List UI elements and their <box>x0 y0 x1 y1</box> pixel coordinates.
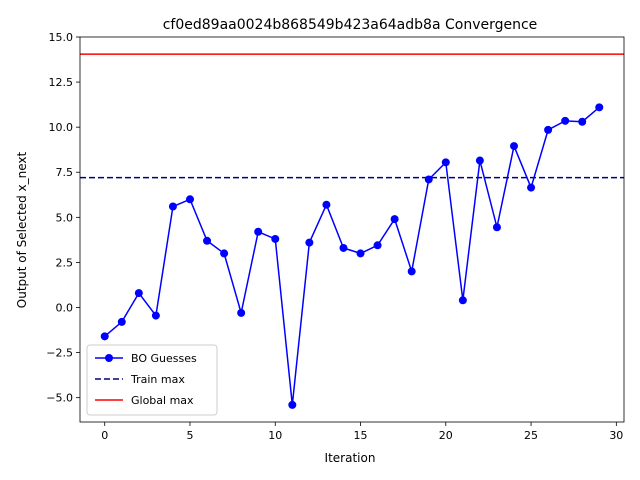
bo-guess-point <box>185 195 194 204</box>
bo-guess-point <box>322 200 331 209</box>
y-tick-label: −5.0 <box>46 392 73 405</box>
bo-guess-point <box>168 202 177 211</box>
y-tick-label: 10.0 <box>49 121 74 134</box>
bo-guess-point <box>271 234 280 243</box>
x-tick-label: 15 <box>354 429 368 442</box>
bo-guess-point <box>510 142 519 151</box>
x-tick-label: 5 <box>186 429 193 442</box>
axes-frame <box>79 36 625 423</box>
x-tick-label: 30 <box>609 429 623 442</box>
legend-box <box>86 344 218 416</box>
bo-guess-point <box>100 332 109 341</box>
bo-guess-point <box>544 125 553 134</box>
bo-guess-point <box>407 267 416 276</box>
chart-title: cf0ed89aa0024b868549b423a64adb8a Converg… <box>163 17 538 33</box>
bo-guess-point <box>220 249 229 258</box>
bo-guess-point <box>527 183 536 192</box>
legend-label: BO Guesses <box>131 352 197 365</box>
x-tick-label: 25 <box>524 429 538 442</box>
y-tick-label: 15.0 <box>49 31 74 44</box>
plot-area <box>79 36 625 423</box>
bo-guess-point <box>288 400 297 409</box>
y-tick-label: −2.5 <box>46 347 73 360</box>
bo-guess-point <box>151 311 160 320</box>
y-axis-ticks: −5.0 −2.5 0.0 2.5 5.0 7.5 10.0 12.5 15.0 <box>46 31 80 405</box>
bo-guess-point <box>424 175 433 184</box>
bo-guess-point <box>561 116 570 125</box>
x-tick-label: 20 <box>439 429 453 442</box>
bo-guess-point <box>595 103 604 112</box>
bo-guess-point <box>390 215 399 224</box>
x-axis-label: Iteration <box>325 451 376 465</box>
bo-guess-point <box>339 243 348 252</box>
bo-guess-point <box>356 249 365 258</box>
y-tick-label: 5.0 <box>56 211 74 224</box>
bo-guess-point <box>441 158 450 167</box>
bo-guess-point <box>373 241 382 250</box>
bo-guess-point <box>475 156 484 165</box>
y-tick-label: 2.5 <box>56 256 74 269</box>
bo-guess-point <box>254 227 263 236</box>
bo-guess-point <box>134 289 143 298</box>
bo-guess-point <box>458 296 467 305</box>
y-tick-label: 12.5 <box>49 76 74 89</box>
legend: BO Guesses Train max Global max <box>86 344 218 416</box>
x-axis-ticks: 0 5 10 15 20 25 30 <box>101 422 623 442</box>
x-tick-label: 0 <box>101 429 108 442</box>
y-axis-label: Output of Selected x_next <box>15 152 29 309</box>
legend-label: Train max <box>130 373 185 386</box>
legend-swatch-marker <box>105 354 113 362</box>
bo-guess-point <box>117 317 126 326</box>
bo-guess-point <box>203 236 212 245</box>
bo-guess-point <box>305 238 314 247</box>
legend-label: Global max <box>131 394 194 407</box>
y-tick-label: 0.0 <box>56 301 74 314</box>
bo-guess-point <box>578 117 587 126</box>
y-tick-label: 7.5 <box>56 166 74 179</box>
bo-guess-point <box>237 308 246 317</box>
bo-guess-point <box>492 223 501 232</box>
x-tick-label: 10 <box>268 429 282 442</box>
